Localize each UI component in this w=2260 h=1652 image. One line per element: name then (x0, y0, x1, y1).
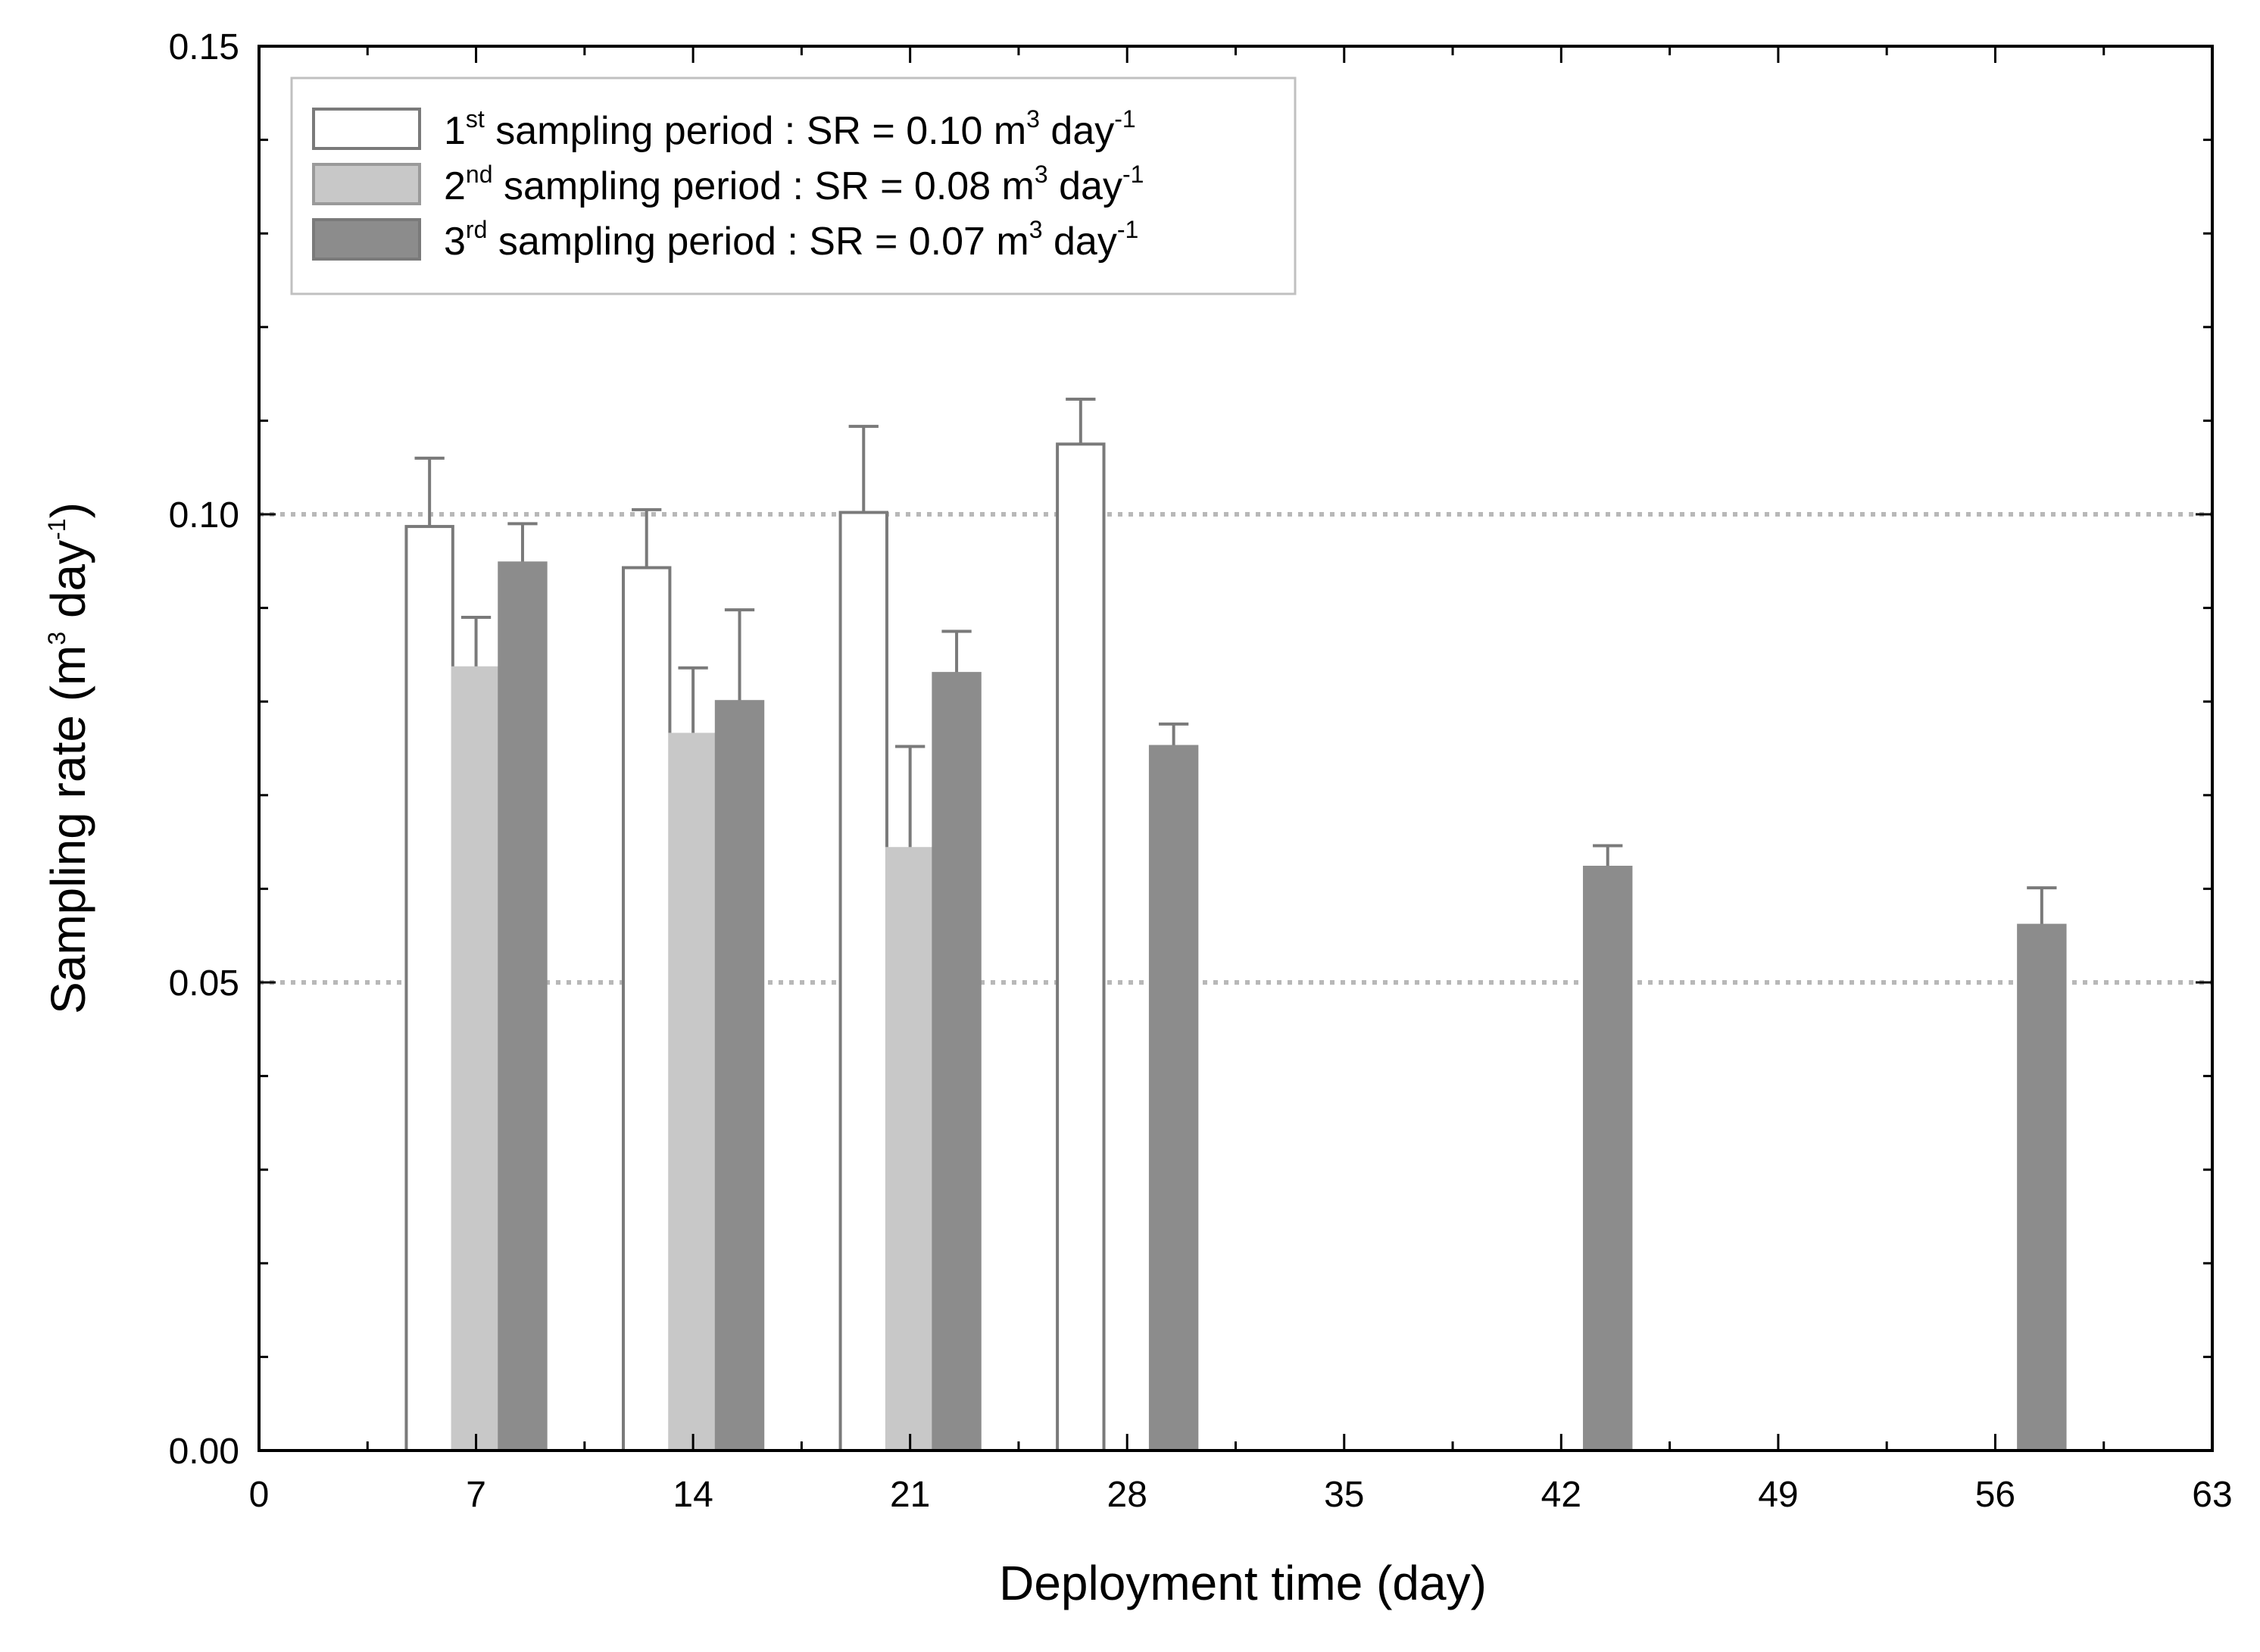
y-tick-label-2: 0.10 (169, 495, 239, 536)
bar-s0-2 (838, 511, 888, 1453)
legend-label-0-part-2: sampling period : SR = 0.10 m (485, 109, 1026, 153)
legend-swatch-0 (312, 108, 421, 150)
legend-label-1-part-1: nd (466, 161, 493, 188)
legend-label-1-part-5: -1 (1122, 161, 1144, 188)
axes (258, 45, 2214, 1452)
x-axis-title: Deployment time (day) (999, 1556, 1487, 1610)
legend-label-2-part-0: 3 (444, 220, 466, 264)
reference-lines (259, 512, 2212, 985)
y-axis-title-main: Sampling rate (m (41, 645, 95, 1014)
legend: 1st sampling period : SR = 0.10 m3 day-1… (290, 77, 1297, 295)
legend-label-2-part-5: -1 (1117, 216, 1138, 243)
bar-s2-5 (2017, 923, 2067, 1452)
x-tick-label-7: 49 (1758, 1475, 1798, 1515)
x-tick-label-9: 63 (2192, 1475, 2232, 1515)
legend-label-1-part-0: 2 (444, 164, 466, 208)
bar-s1-0 (451, 666, 501, 1452)
x-tick-label-3: 21 (890, 1475, 930, 1515)
legend-label-2-part-1: rd (466, 216, 487, 243)
x-tick-label-5: 35 (1324, 1475, 1364, 1515)
y-axis-title-end: ) (41, 502, 95, 518)
bar-s1-1 (668, 732, 718, 1452)
bar-s2-0 (498, 561, 548, 1452)
y-axis-title: Sampling rate (m3 day-1) (41, 502, 95, 1014)
bar-s0-0 (404, 525, 454, 1452)
bar-s1-2 (885, 847, 935, 1452)
legend-swatch-1 (312, 163, 421, 205)
x-tick-label-4: 28 (1107, 1475, 1147, 1515)
legend-label-1: 2nd sampling period : SR = 0.08 m3 day-1 (444, 161, 1144, 208)
x-tick-label-0: 0 (249, 1475, 270, 1515)
bar-s2-2 (932, 672, 982, 1452)
bar-s0-1 (622, 566, 672, 1452)
legend-label-1-part-2: sampling period : SR = 0.08 m (493, 164, 1035, 208)
legend-label-0-part-1: st (466, 105, 485, 133)
bar-s2-4 (1583, 865, 1633, 1453)
x-tick-label-1: 7 (466, 1475, 486, 1515)
legend-label-0-part-4: day (1040, 109, 1114, 153)
bar-s0-3 (1056, 442, 1106, 1452)
tick-labels: 0.000.050.100.150 7 14 21 28 35 42 49 56 63 (169, 27, 2233, 1515)
bar-s2-1 (714, 700, 765, 1452)
legend-label-2: 3rd sampling period : SR = 0.07 m3 day-1 (444, 216, 1138, 264)
y-axis-title-sup2: -1 (43, 518, 70, 539)
legend-label-2-part-3: 3 (1029, 216, 1043, 243)
legend-label-0-part-5: -1 (1114, 105, 1135, 133)
y-tick-label-3: 0.15 (169, 27, 239, 67)
legend-label-1-part-4: day (1048, 164, 1122, 208)
y-tick-label-0: 0.00 (169, 1432, 239, 1472)
y-tick-label-1: 0.05 (169, 963, 239, 1004)
y-axis-title-sup1: 3 (43, 632, 70, 645)
x-tick-label-2: 14 (673, 1475, 713, 1515)
legend-box (290, 77, 1297, 295)
y-axis-title-mid: day (41, 540, 95, 632)
bar-s2-3 (1148, 745, 1199, 1452)
legend-label-0-part-3: 3 (1026, 105, 1040, 133)
legend-label-0-part-0: 1 (444, 109, 466, 153)
x-tick-label-6: 42 (1541, 1475, 1581, 1515)
bars (404, 397, 2067, 1453)
legend-label-2-part-2: sampling period : SR = 0.07 m (487, 220, 1029, 264)
legend-label-0: 1st sampling period : SR = 0.10 m3 day-1 (444, 105, 1136, 153)
x-tick-label-8: 56 (1975, 1475, 2015, 1515)
legend-label-1-part-3: 3 (1035, 161, 1048, 188)
legend-swatch-2 (312, 218, 421, 261)
legend-label-2-part-4: day (1043, 220, 1117, 264)
